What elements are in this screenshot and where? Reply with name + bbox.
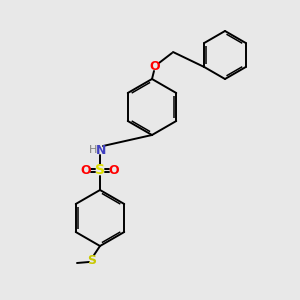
Text: H: H <box>89 145 97 155</box>
Text: O: O <box>81 164 91 176</box>
Text: S: S <box>95 163 105 177</box>
Text: O: O <box>109 164 119 176</box>
Text: N: N <box>96 143 106 157</box>
Text: O: O <box>150 59 160 73</box>
Text: S: S <box>88 254 97 266</box>
